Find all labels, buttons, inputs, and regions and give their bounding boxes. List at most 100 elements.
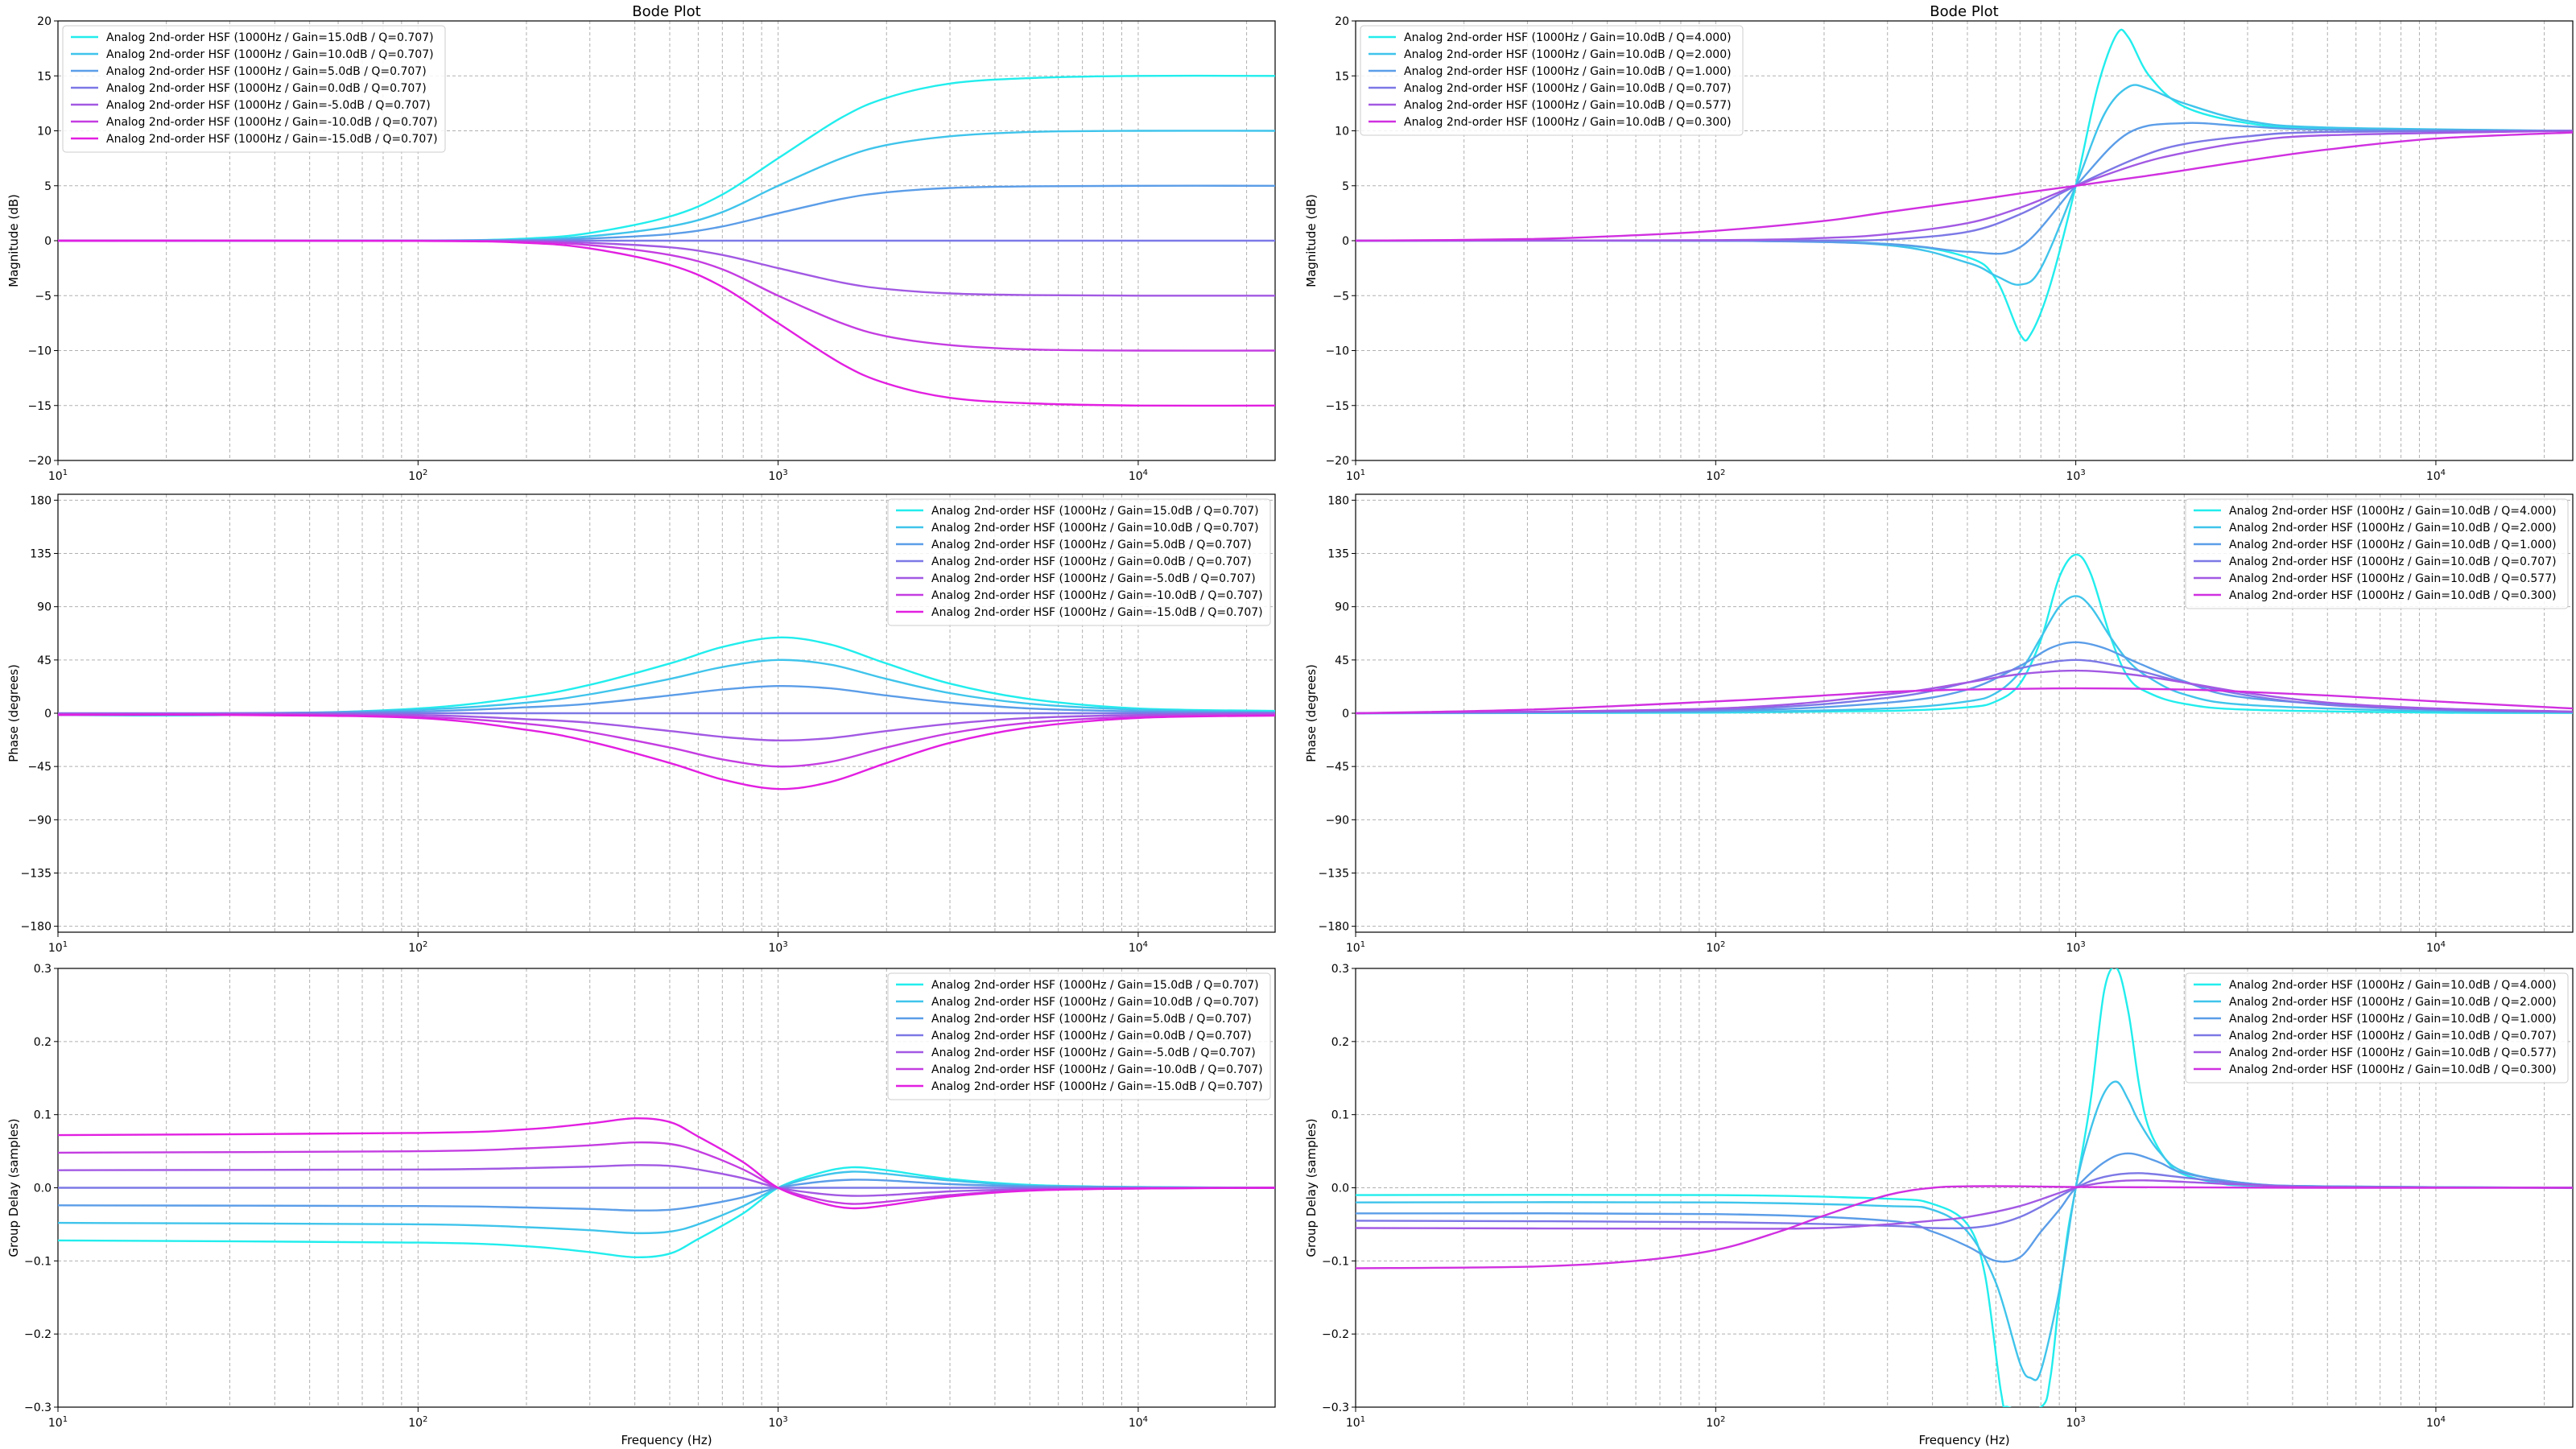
x-tick-label: 104	[2426, 1415, 2446, 1430]
y-tick-label: 0.0	[1331, 1183, 1349, 1195]
y-tick-label: −135	[1319, 867, 1349, 880]
y-tick-label: −5	[1332, 290, 1349, 303]
legend-entry: Analog 2nd-order HSF (1000Hz / Gain=10.0…	[2229, 505, 2557, 518]
y-axis-label: Phase (degrees)	[6, 664, 21, 762]
legend: Analog 2nd-order HSF (1000Hz / Gain=15.0…	[887, 498, 1271, 626]
x-axis-label: Frequency (Hz)	[621, 1433, 712, 1447]
y-tick-label: 90	[37, 601, 52, 614]
y-tick-label: −0.2	[1322, 1328, 1349, 1341]
x-tick-label: 101	[48, 940, 68, 955]
legend-entry: Analog 2nd-order HSF (1000Hz / Gain=10.0…	[2229, 555, 2557, 568]
legend-entry: Analog 2nd-order HSF (1000Hz / Gain=0.0d…	[931, 555, 1252, 568]
legend-entry: Analog 2nd-order HSF (1000Hz / Gain=10.0…	[1404, 31, 1732, 44]
series-line	[1356, 669, 2573, 715]
x-tick-label: 102	[408, 1415, 427, 1430]
panel-right-magnitude: −20 −15 −10 −5 0 5 10 15 20 101 102 103 104 Magnitude…	[1304, 3, 2574, 483]
y-tick-label: 180	[1327, 494, 1349, 507]
series-line	[1356, 553, 2573, 715]
series-line	[58, 636, 1275, 717]
series-line	[58, 713, 1275, 791]
y-tick-label: 135	[30, 548, 52, 561]
x-tick-label: 103	[769, 1415, 788, 1430]
x-tick-label: 104	[1129, 469, 1148, 483]
y-tick-label: 0	[44, 235, 52, 248]
y-axis-label: Magnitude (dB)	[1304, 194, 1319, 287]
legend: Analog 2nd-order HSF (1000Hz / Gain=15.0…	[887, 972, 1271, 1100]
y-tick-label: 180	[30, 494, 52, 507]
y-tick-label: −180	[1319, 921, 1349, 934]
x-tick-label: 101	[1346, 469, 1365, 483]
x-tick-label: 102	[1706, 469, 1725, 483]
x-tick-label: 102	[408, 469, 427, 483]
legend-entry: Analog 2nd-order HSF (1000Hz / Gain=10.0…	[1404, 82, 1732, 95]
y-tick-label: 0	[1342, 708, 1349, 720]
legend-box	[62, 25, 446, 153]
chart-title: Bode Plot	[1930, 3, 1999, 20]
legend-entry: Analog 2nd-order HSF (1000Hz / Gain=10.0…	[2229, 1046, 2557, 1059]
series-line	[58, 184, 1275, 242]
y-tick-label: 0.1	[1331, 1109, 1349, 1122]
y-tick-label: −5	[35, 290, 52, 303]
y-tick-label: 0	[44, 708, 52, 720]
y-tick-label: −0.3	[1322, 1402, 1349, 1414]
legend-entry: Analog 2nd-order HSF (1000Hz / Gain=-10.…	[106, 116, 438, 129]
x-tick-label: 102	[408, 940, 427, 955]
series-line	[58, 713, 1275, 768]
x-tick-label: 104	[1129, 1415, 1148, 1430]
series-line	[58, 1170, 1275, 1235]
series-line	[1356, 1179, 2573, 1230]
legend-box	[2185, 972, 2569, 1084]
x-tick-label: 101	[48, 469, 68, 483]
legend-entry: Analog 2nd-order HSF (1000Hz / Gain=10.0…	[2229, 1030, 2557, 1042]
x-tick-label: 104	[2426, 940, 2446, 955]
panel-right-group-delay: −0.3 −0.2 −0.1 0.0 0.1 0.2 0.3 101 102 103 104 Grou…	[1304, 963, 2574, 1447]
y-tick-label: 0	[1342, 235, 1349, 248]
legend-entry: Analog 2nd-order HSF (1000Hz / Gain=10.0…	[2229, 589, 2557, 602]
legend-entry: Analog 2nd-order HSF (1000Hz / Gain=10.0…	[106, 48, 434, 61]
series-line	[1356, 131, 2573, 242]
y-tick-label: 15	[37, 70, 52, 83]
y-tick-label: −15	[1325, 400, 1349, 413]
legend-entry: Analog 2nd-order HSF (1000Hz / Gain=15.0…	[931, 979, 1259, 992]
y-tick-label: −10	[27, 345, 52, 358]
y-tick-label: −15	[27, 400, 52, 413]
series-line	[1356, 687, 2573, 715]
legend-entry: Analog 2nd-order HSF (1000Hz / Gain=15.0…	[106, 31, 434, 44]
series-line	[1356, 658, 2573, 715]
series-line	[58, 684, 1275, 715]
legend-entry: Analog 2nd-order HSF (1000Hz / Gain=10.0…	[931, 522, 1259, 535]
y-axis-label: Group Delay (samples)	[6, 1118, 21, 1257]
y-tick-label: 10	[37, 126, 52, 138]
y-tick-label: −90	[27, 814, 52, 827]
y-tick-label: −20	[27, 455, 52, 468]
legend-box	[2185, 498, 2569, 609]
legend-entry: Analog 2nd-order HSF (1000Hz / Gain=10.0…	[931, 996, 1259, 1009]
y-tick-label: 0.2	[1331, 1036, 1349, 1049]
y-tick-label: 45	[37, 654, 52, 667]
x-tick-label: 101	[1346, 940, 1365, 955]
legend-entry: Analog 2nd-order HSF (1000Hz / Gain=-10.…	[931, 589, 1263, 602]
y-axis-label: Group Delay (samples)	[1304, 1118, 1319, 1257]
y-tick-label: −20	[1325, 455, 1349, 468]
x-tick-label: 103	[769, 469, 788, 483]
y-tick-label: 20	[1335, 15, 1349, 28]
x-tick-label: 103	[2066, 469, 2086, 483]
y-axis-label: Phase (degrees)	[1304, 664, 1319, 762]
y-tick-label: 15	[1335, 70, 1349, 83]
y-tick-label: 0.0	[34, 1183, 52, 1195]
series-line	[1356, 1185, 2573, 1269]
legend-entry: Analog 2nd-order HSF (1000Hz / Gain=10.0…	[2229, 1063, 2557, 1076]
x-tick-label: 101	[1346, 1415, 1365, 1430]
legend-box	[1360, 25, 1744, 136]
y-tick-label: 135	[1327, 548, 1349, 561]
x-tick-label: 103	[2066, 1415, 2086, 1430]
y-tick-label: −45	[27, 761, 52, 774]
legend-entry: Analog 2nd-order HSF (1000Hz / Gain=10.0…	[2229, 522, 2557, 535]
legend-entry: Analog 2nd-order HSF (1000Hz / Gain=-15.…	[931, 606, 1263, 619]
series-group	[1356, 968, 2573, 1407]
series-line	[1356, 595, 2573, 715]
x-tick-label: 101	[48, 1415, 68, 1430]
y-tick-label: 0.1	[34, 1109, 52, 1122]
legend-entry: Analog 2nd-order HSF (1000Hz / Gain=10.0…	[2229, 996, 2557, 1009]
